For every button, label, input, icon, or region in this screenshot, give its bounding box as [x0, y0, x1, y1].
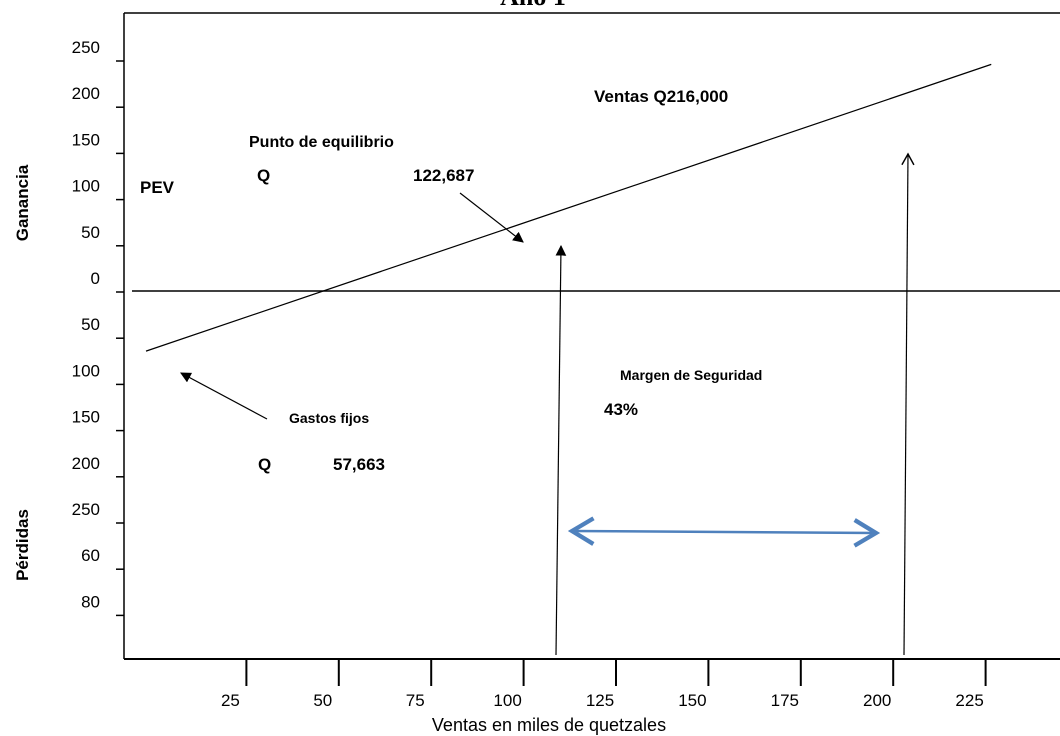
x-axis-label: Ventas en miles de quetzales [432, 715, 666, 735]
break-even-value: 122,687 [413, 166, 474, 185]
y-tick-label: 50 [81, 315, 100, 334]
y-tick-group: 250 200 150 100 50 0 50 100 150 200 250 60 80 [72, 38, 124, 617]
y-tick-label: 150 [72, 408, 100, 427]
break-even-pointer-arrow [459, 192, 524, 243]
x-tick-label: 100 [493, 691, 521, 710]
y-tick-label: 150 [72, 130, 100, 149]
y-axis-label-perdidas: Pérdidas [13, 509, 32, 581]
pev-label: PEV [140, 178, 175, 197]
fixed-costs-value: 57,663 [333, 455, 385, 474]
sales-annotation: Ventas Q216,000 [594, 87, 728, 106]
y-axis-label-ganancia: Ganancia [13, 164, 32, 241]
y-tick-label: 200 [72, 454, 100, 473]
x-tick-label: 125 [586, 691, 614, 710]
safety-margin-title: Margen de Seguridad [620, 367, 762, 383]
chart-title: Año 1 [500, 0, 566, 11]
x-tick-label: 175 [771, 691, 799, 710]
safety-margin-double-arrow [567, 516, 881, 548]
y-tick-label: 80 [81, 592, 100, 611]
y-tick-label: 60 [81, 546, 100, 565]
x-tick-label: 225 [955, 691, 983, 710]
break-even-currency: Q [257, 166, 270, 185]
x-tick-label: 150 [678, 691, 706, 710]
x-tick-label: 200 [863, 691, 891, 710]
fixed-costs-pointer-arrow [180, 372, 268, 420]
x-tick-label: 75 [406, 691, 425, 710]
break-even-vertical-arrow [555, 244, 567, 656]
y-tick-label: 200 [72, 84, 100, 103]
break-even-title: Punto de equilibrio [249, 134, 394, 151]
x-tick-label: 50 [313, 691, 332, 710]
fixed-costs-currency: Q [258, 455, 271, 474]
y-tick-label: 250 [72, 38, 100, 57]
y-tick-label: 250 [72, 500, 100, 519]
x-tick-label: 25 [221, 691, 240, 710]
y-tick-label: 0 [91, 269, 100, 288]
y-tick-label: 100 [72, 361, 100, 380]
sales-vertical-arrow [901, 152, 915, 656]
sales-line [145, 63, 992, 352]
y-tick-label: 100 [72, 177, 100, 196]
fixed-costs-title: Gastos fijos [289, 410, 369, 426]
safety-margin-value: 43% [604, 400, 638, 419]
x-tick-group: 25 50 75 100 125 150 175 200 225 [221, 659, 987, 710]
y-tick-label: 50 [81, 223, 100, 242]
